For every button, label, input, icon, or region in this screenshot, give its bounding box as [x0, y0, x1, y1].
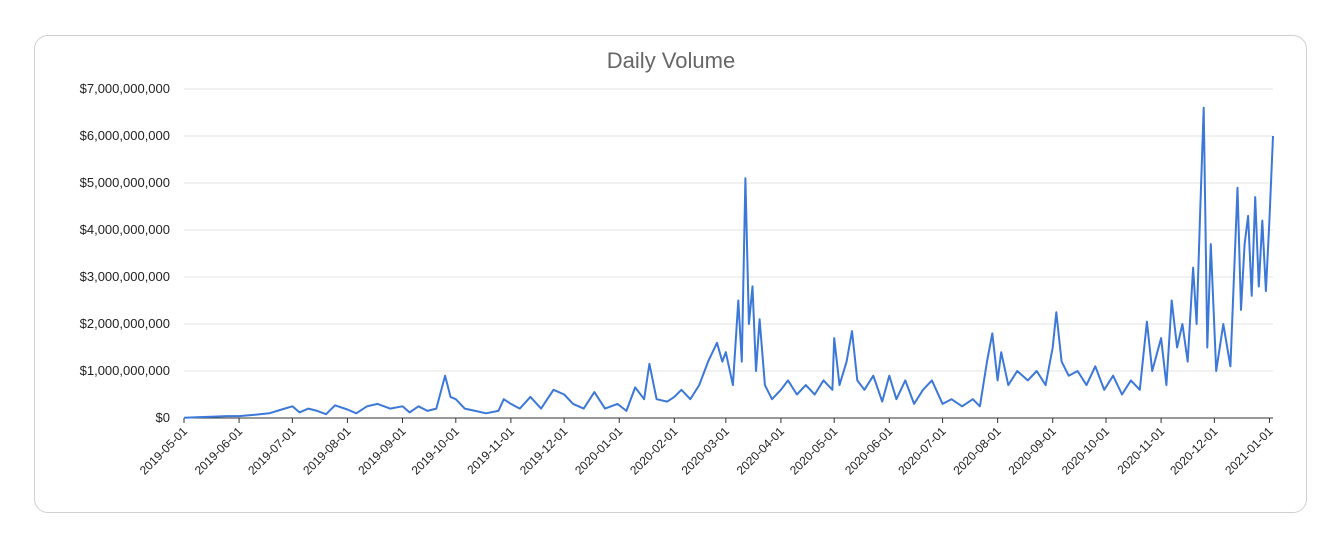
y-axis-ticks: $0 $1,000,000,000 $2,000,000,000 $3,000,000…	[80, 81, 170, 425]
x-tick-label: 2020-06-01	[842, 424, 896, 478]
y-tick-label: $2,000,000,000	[80, 316, 170, 331]
series-layer	[183, 106, 1274, 419]
x-tick-label: 2020-08-01	[950, 424, 1004, 478]
chart-card	[34, 35, 1307, 513]
x-tick-label: 2019-08-01	[300, 424, 354, 478]
x-tick-label: 2020-02-01	[627, 424, 681, 478]
x-tick-label: 2020-12-01	[1167, 424, 1221, 478]
x-tick-label: 2020-01-01	[572, 424, 626, 478]
x-tick-label: 2020-11-01	[1115, 424, 1168, 477]
x-tick-label: 2020-05-01	[787, 424, 841, 478]
y-tick-label: $6,000,000,000	[80, 128, 170, 143]
x-tick-label: 2019-07-01	[245, 424, 299, 478]
x-tick-label: 2020-04-01	[734, 424, 788, 478]
x-tick-label: 2019-09-01	[355, 424, 409, 478]
y-tick-label: $5,000,000,000	[80, 175, 170, 190]
series-line	[183, 106, 1274, 419]
x-tick-label: 2020-07-01	[895, 424, 949, 478]
x-tick-label: 2019-05-01	[137, 424, 191, 478]
y-tick-label: $3,000,000,000	[80, 269, 170, 284]
x-tick-label: 2019-11-01	[464, 424, 517, 477]
x-tick-label: 2020-03-01	[679, 424, 733, 478]
x-tick-label: 2021-01-01	[1222, 424, 1276, 478]
chart-title: Daily Volume	[607, 48, 735, 73]
y-tick-label: $4,000,000,000	[80, 222, 170, 237]
x-tick-label: 2020-10-01	[1059, 424, 1113, 478]
x-axis-ticks: 2019-05-01 2019-06-01 2019-07-01 2019-08-01…	[137, 418, 1276, 478]
y-tick-label: $0	[156, 410, 170, 425]
y-tick-label: $7,000,000,000	[80, 81, 170, 96]
x-tick-label: 2019-10-01	[409, 424, 463, 478]
gridlines	[184, 88, 1273, 419]
x-tick-label: 2020-09-01	[1006, 424, 1060, 478]
y-tick-label: $1,000,000,000	[80, 363, 170, 378]
x-tick-label: 2019-12-01	[517, 424, 571, 478]
x-tick-label: 2019-06-01	[192, 424, 246, 478]
